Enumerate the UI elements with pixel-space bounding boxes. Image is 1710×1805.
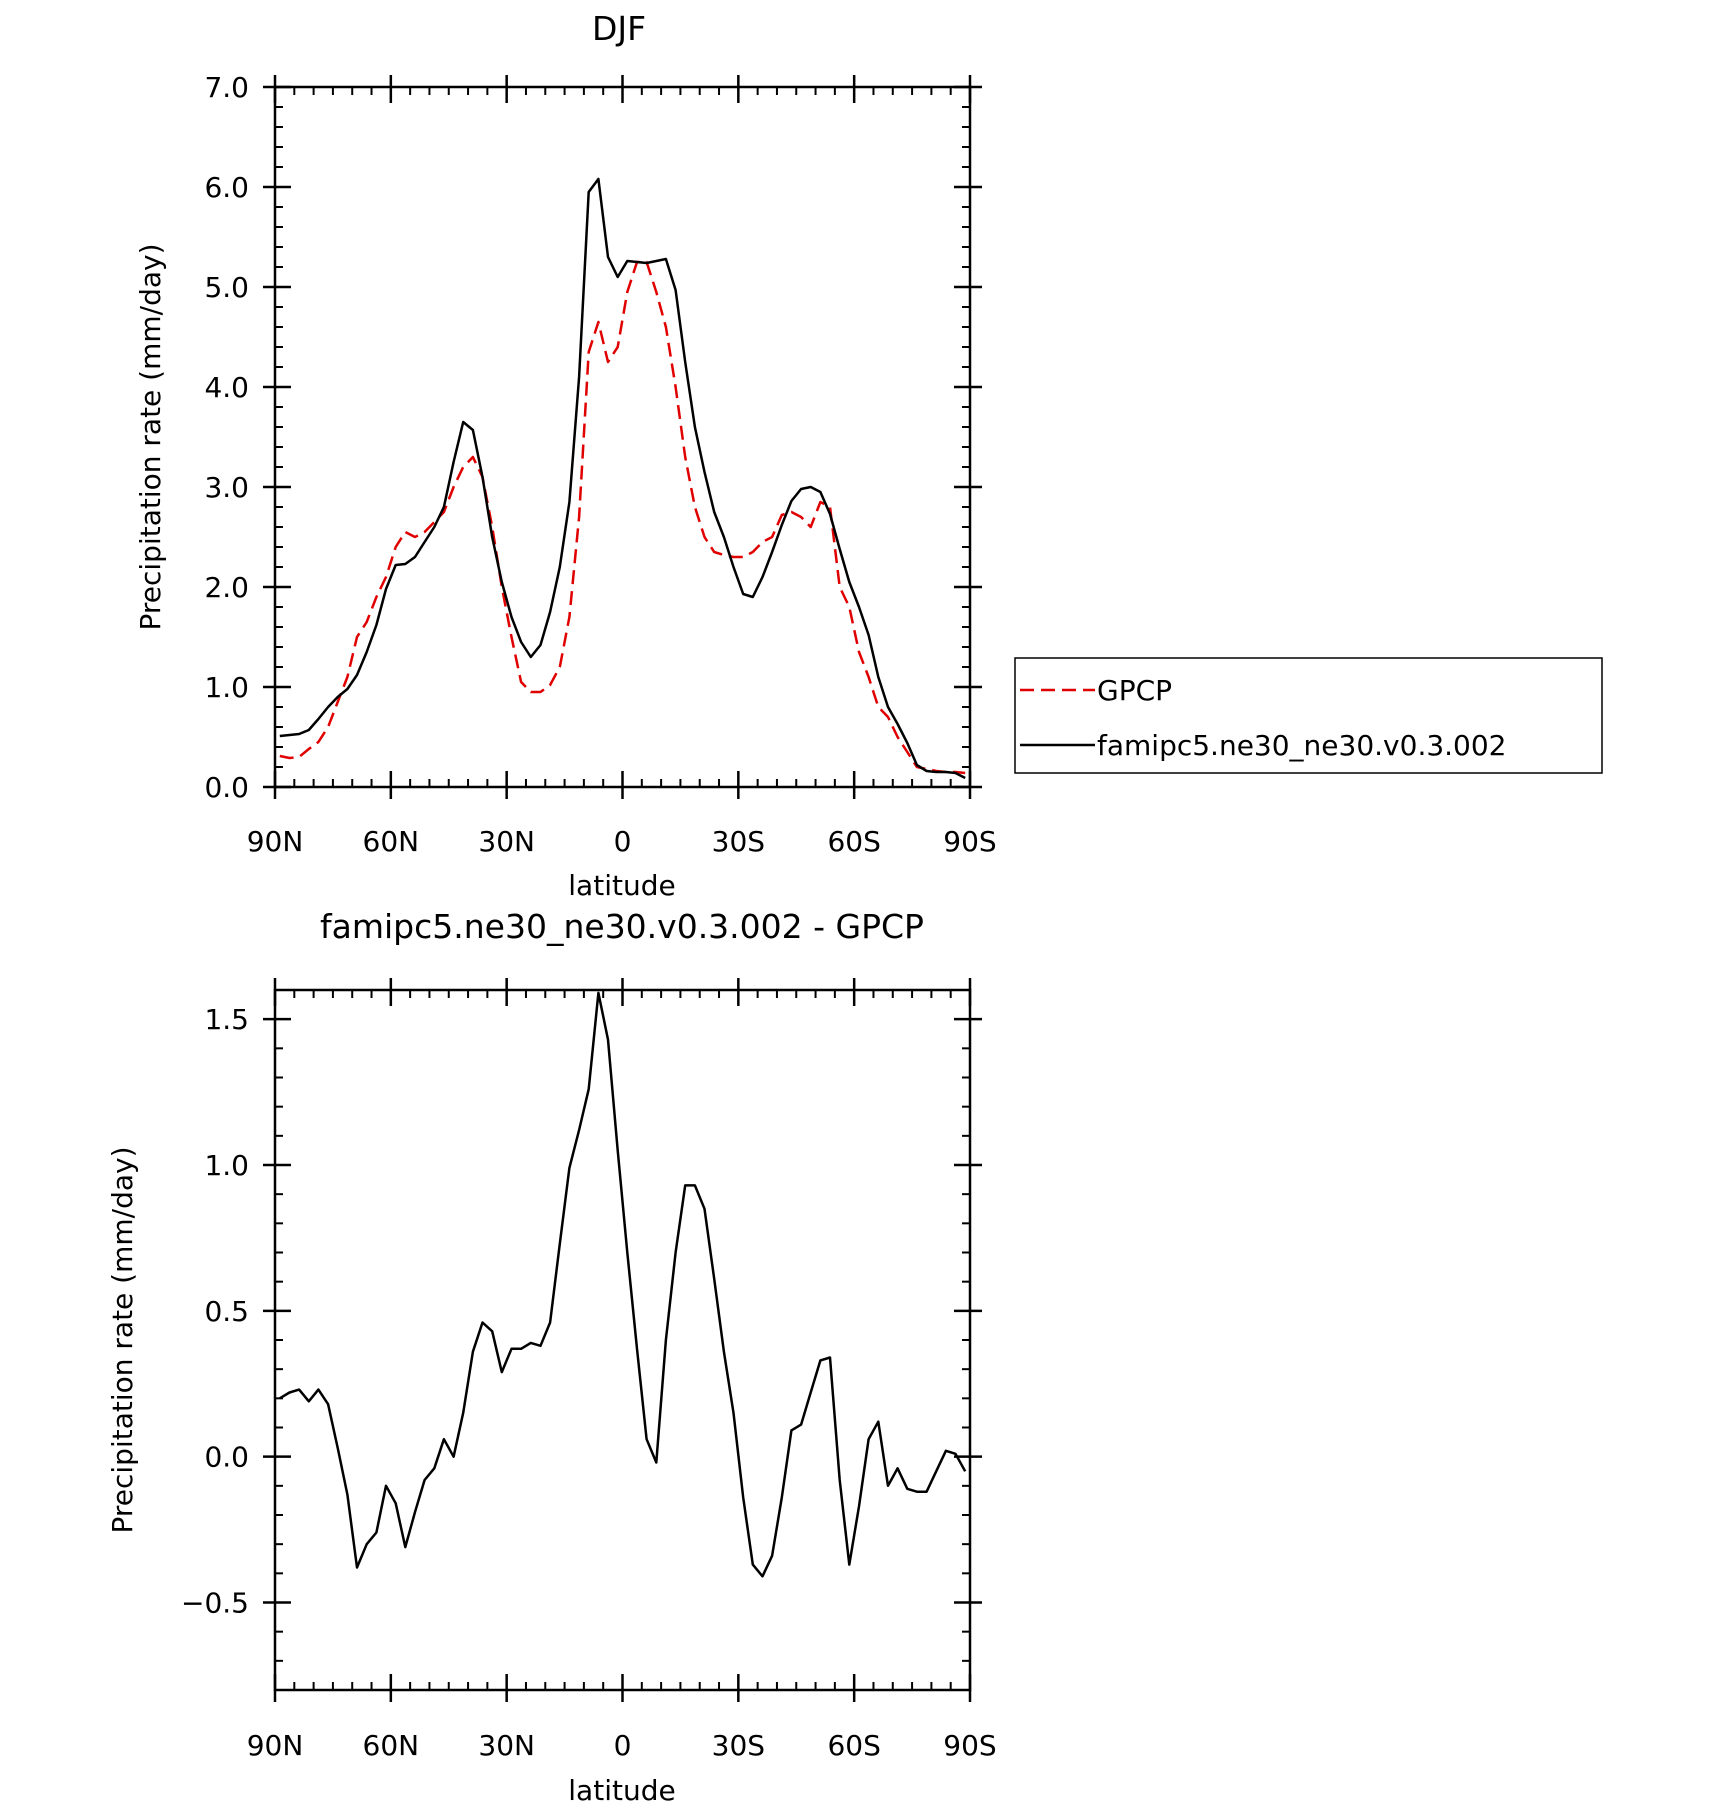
x-tick-label: 30S: [712, 825, 765, 858]
y-tick-label: 5.0: [204, 271, 249, 304]
y-tick-label: 0.0: [204, 771, 249, 804]
y-tick-label: 7.0: [204, 71, 249, 104]
x-tick-label: 0: [614, 825, 632, 858]
y-tick-label: 3.0: [204, 471, 249, 504]
legend-label-model: famipc5.ne30_ne30.v0.3.002: [1097, 729, 1507, 762]
x-axis-label: latitude: [568, 869, 675, 902]
legend-box: [1014, 657, 1603, 774]
x-tick-label: 90S: [943, 1729, 996, 1762]
y-axis-label: Precipitation rate (mm/day): [106, 1146, 139, 1533]
y-tick-label: 2.0: [204, 571, 249, 604]
series-line-difference: [279, 991, 967, 1578]
x-tick-label: 90N: [247, 825, 304, 858]
x-tick-label: 30S: [712, 1729, 765, 1762]
x-tick-label: 30N: [478, 1729, 535, 1762]
x-axis-label: latitude: [568, 1774, 675, 1805]
plot-frame: [273, 85, 972, 789]
x-tick-label: 60N: [363, 825, 420, 858]
series-line-gpcp: [279, 260, 966, 775]
x-tick-label: 90S: [943, 825, 996, 858]
y-tick-label: 1.5: [204, 1003, 249, 1036]
y-axis-label: Precipitation rate (mm/day): [134, 243, 167, 630]
chart-djf: DJF 90N 60N 30N 0 30S 60S 90S 0.0 1.0 2.0 3.0 4.0 5.…: [134, 9, 1603, 902]
y-tick-label: 6.0: [204, 171, 249, 204]
y-tick-label: 1.0: [204, 671, 249, 704]
y-tick-label: 0.0: [204, 1441, 249, 1474]
x-tick-label: 0: [614, 1729, 632, 1762]
chart-difference: famipc5.ne30_ne30.v0.3.002 - GPCP 90N 60N…: [106, 907, 997, 1805]
y-tick-label: 4.0: [204, 371, 249, 404]
chart-title: DJF: [592, 9, 646, 48]
chart-title: famipc5.ne30_ne30.v0.3.002 - GPCP: [320, 907, 924, 946]
x-tick-label: 90N: [247, 1729, 304, 1762]
x-tick-label: 60S: [827, 825, 880, 858]
x-tick-label: 60N: [363, 1729, 420, 1762]
x-tick-label: 30N: [478, 825, 535, 858]
plot-frame: [273, 988, 972, 1692]
y-tick-label: −0.5: [181, 1587, 249, 1620]
y-tick-label: 0.5: [204, 1295, 249, 1328]
legend-label-gpcp: GPCP: [1097, 674, 1172, 707]
legend: GPCP famipc5.ne30_ne30.v0.3.002: [1014, 657, 1603, 774]
x-tick-label: 60S: [827, 1729, 880, 1762]
series-line-famipc5: [279, 177, 966, 780]
y-tick-label: 1.0: [204, 1149, 249, 1182]
